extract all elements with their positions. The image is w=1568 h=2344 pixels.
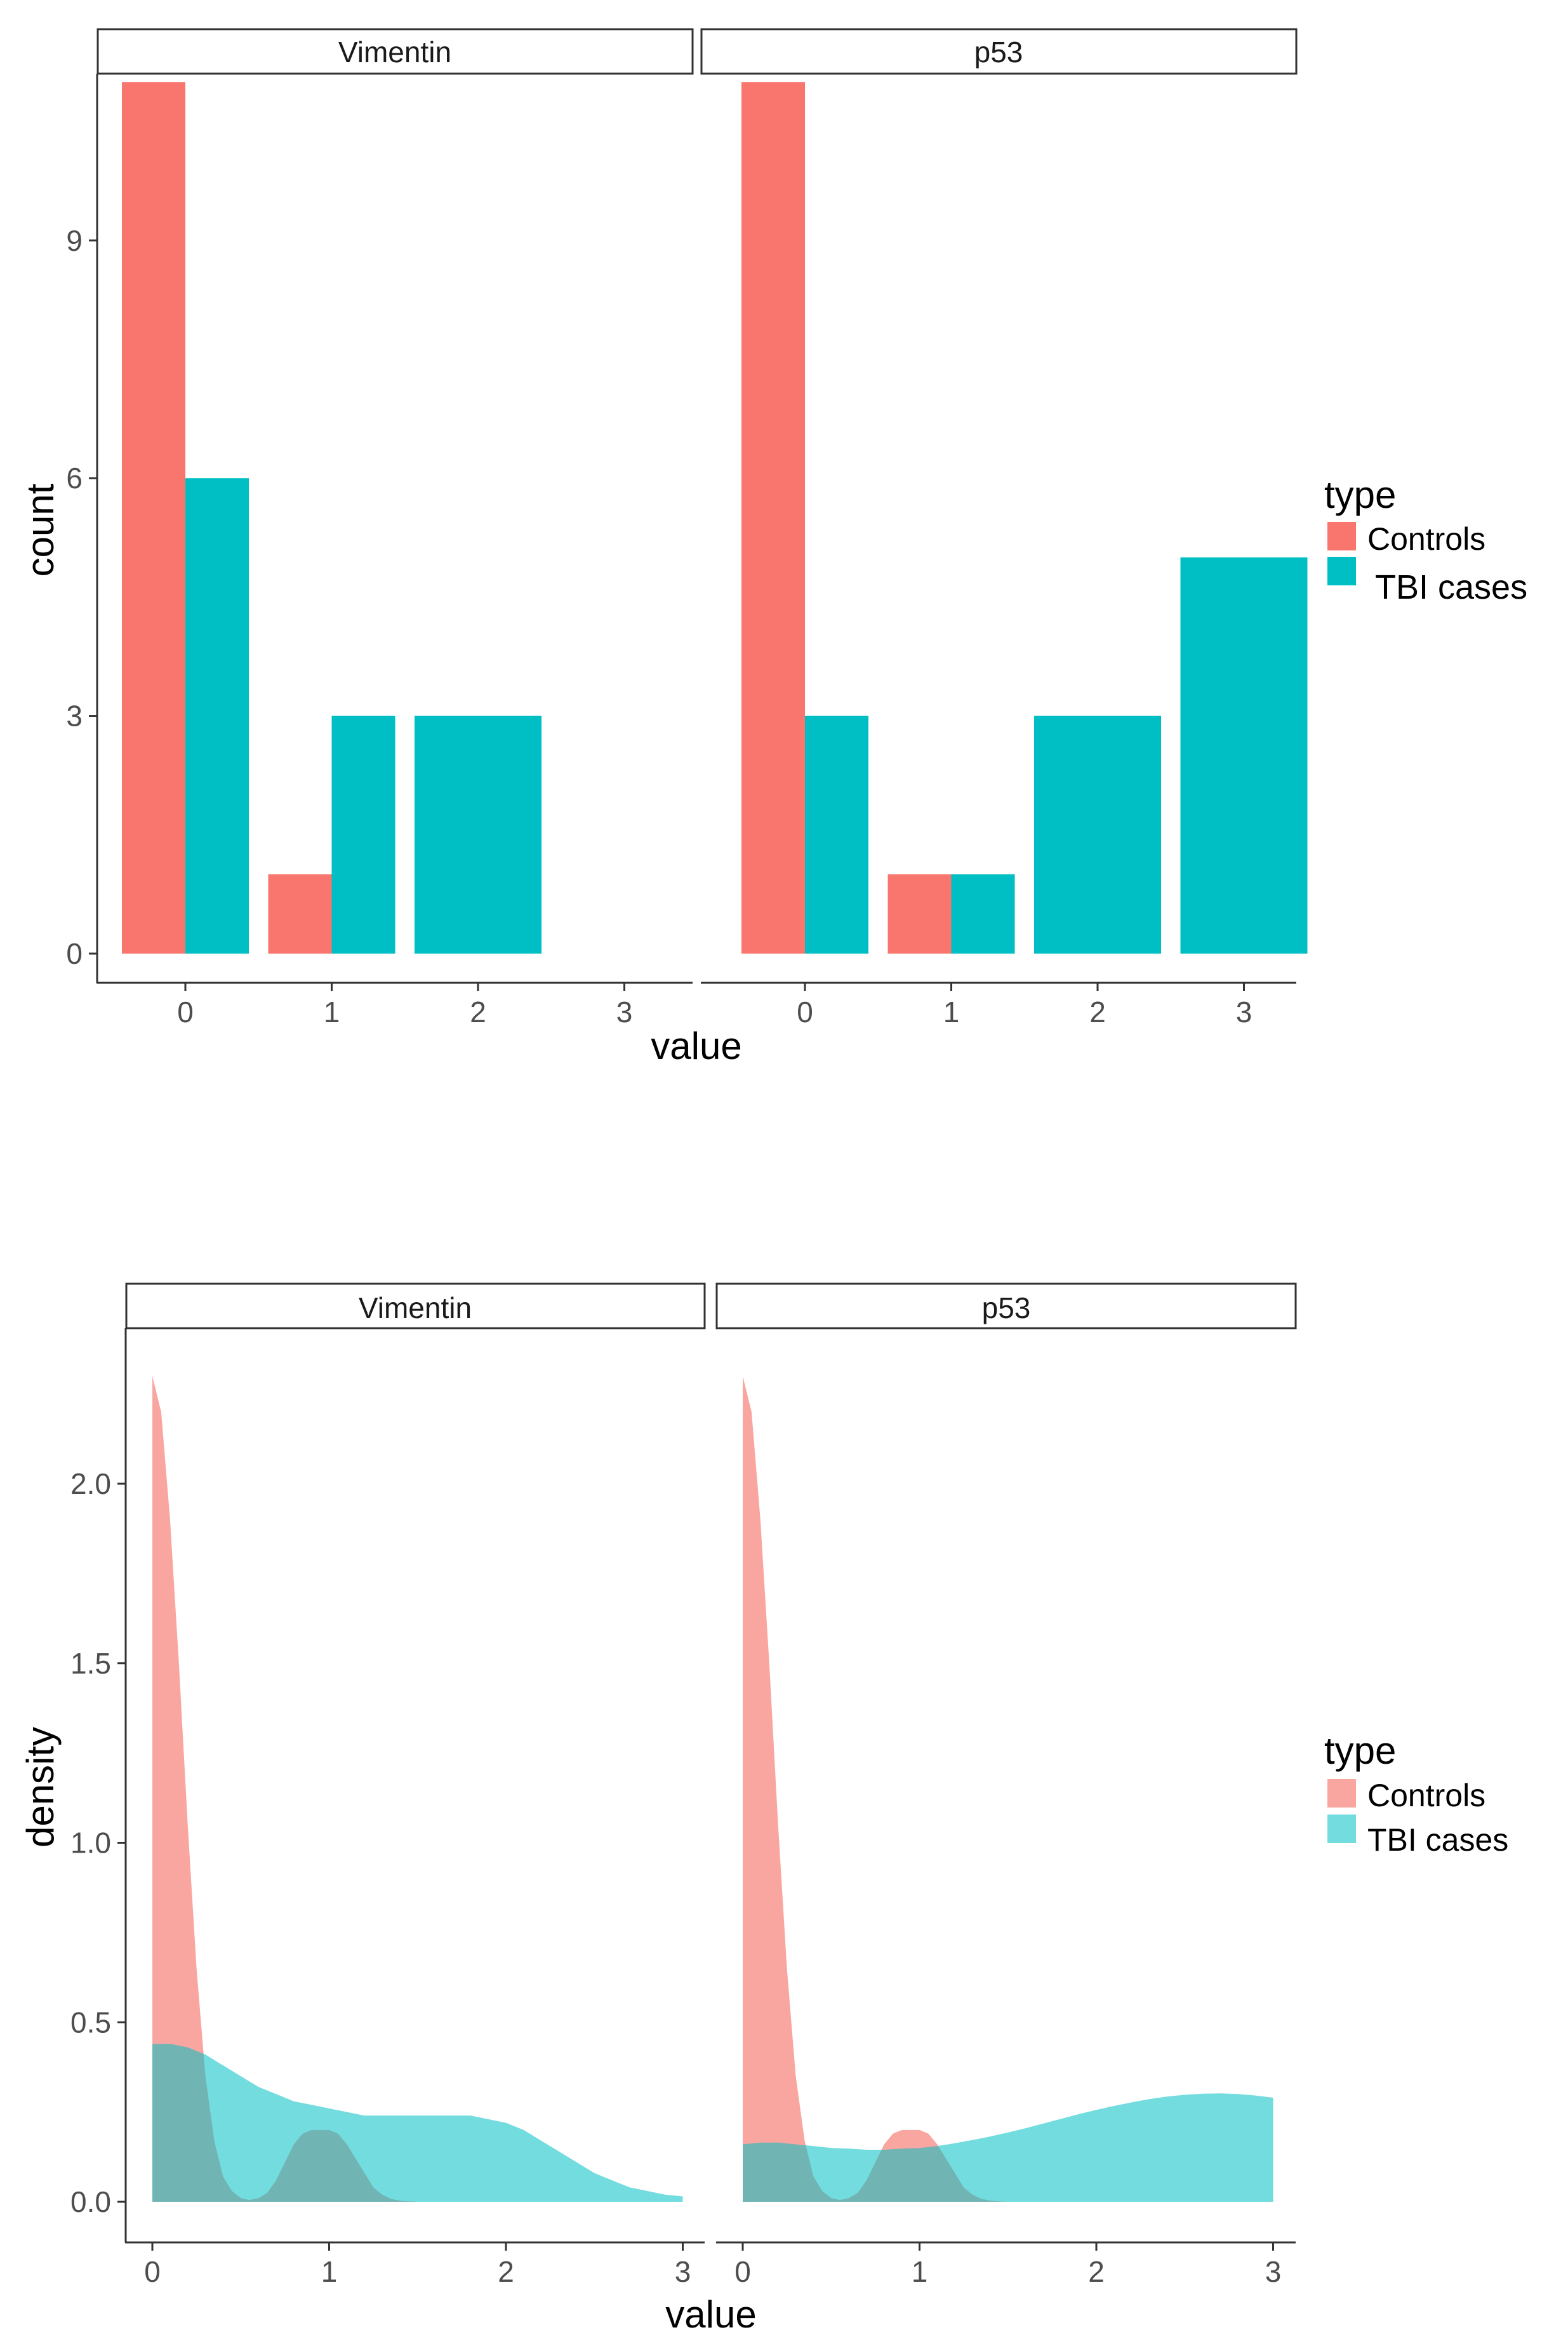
strip-box — [125, 1282, 706, 1329]
strip-vimentin: Vimentin — [125, 1282, 706, 1329]
y-tick-label: 2.0 — [70, 1467, 111, 1500]
density-chart: Vimentin p53 0.0 0.5 1.0 1.5 2.0 0 1 2 3 0 1 2 3 va… — [19, 1282, 1508, 2336]
x-tick-label: 1 — [324, 996, 340, 1029]
density-areas — [152, 1376, 1273, 2202]
strip-label: Vimentin — [359, 1291, 472, 1324]
y-tick-label: 0.5 — [70, 2006, 111, 2039]
x-tick-label: 3 — [675, 2255, 691, 2288]
bar-tbi-p53-0 — [805, 716, 868, 954]
strip-label: Vimentin — [338, 36, 451, 69]
legend-label-controls: Controls — [1367, 521, 1485, 557]
y-tick-label: 9 — [66, 224, 83, 257]
legend: type Controls TBI cases — [1324, 474, 1527, 606]
y-tick-label: 0 — [66, 937, 83, 970]
bars — [122, 82, 1308, 954]
bar-tbi-vimentin-1 — [331, 716, 395, 954]
x-axis-title: value — [651, 1025, 741, 1067]
density-tbi-vimentin — [152, 2044, 683, 2202]
legend-key-tbi — [1327, 1815, 1356, 1843]
legend-label-tbi: TBI cases — [1375, 568, 1527, 606]
legend-key-controls — [1327, 522, 1356, 550]
bar-controls-p53-0 — [741, 82, 805, 954]
legend-title: type — [1324, 474, 1396, 516]
count-chart: Vimentin p53 0 3 6 9 0 1 2 3 0 1 2 3 value count t… — [19, 28, 1527, 1067]
x-ticks: 0 1 2 3 0 1 2 3 — [144, 2242, 1281, 2288]
y-tick-label: 1.0 — [70, 1827, 111, 1860]
x-tick-label: 0 — [797, 996, 813, 1029]
strip-box — [96, 28, 694, 75]
y-tick-label: 1.5 — [70, 1647, 111, 1680]
strip-label: p53 — [982, 1291, 1031, 1324]
density-controls-p53 — [743, 1376, 1008, 2202]
y-tick-label: 0.0 — [70, 2185, 111, 2218]
strip-p53: p53 — [715, 1282, 1297, 1329]
bar-controls-vimentin-0 — [122, 82, 185, 954]
x-tick-label: 0 — [144, 2255, 161, 2288]
y-ticks: 0.0 0.5 1.0 1.5 2.0 — [70, 1467, 126, 2218]
legend: type Controls TBI cases — [1324, 1729, 1508, 1858]
x-tick-label: 0 — [734, 2255, 751, 2288]
x-tick-label: 2 — [1089, 996, 1106, 1029]
bar-tbi-vimentin-0 — [185, 478, 249, 954]
legend-title: type — [1324, 1729, 1396, 1772]
x-tick-label: 2 — [470, 996, 486, 1029]
x-ticks: 0 1 2 3 0 1 2 3 — [177, 983, 1252, 1029]
legend-key-tbi — [1327, 557, 1356, 585]
y-axis-title: density — [19, 1727, 62, 1848]
legend-key-controls — [1327, 1779, 1356, 1808]
bar-tbi-vimentin-2 — [415, 716, 541, 954]
strip-vimentin: Vimentin — [96, 28, 694, 75]
strip-label: p53 — [974, 36, 1023, 69]
legend-label-tbi: TBI cases — [1367, 1822, 1508, 1858]
strip-p53: p53 — [700, 28, 1298, 75]
x-tick-label: 3 — [1236, 996, 1252, 1029]
x-tick-label: 0 — [177, 996, 194, 1029]
x-tick-label: 1 — [943, 996, 960, 1029]
x-axis-title: value — [665, 2293, 756, 2336]
y-axis-title: count — [19, 483, 62, 576]
y-tick-label: 3 — [66, 700, 83, 733]
bar-tbi-p53-3 — [1180, 557, 1308, 954]
density-tbi-p53 — [743, 2093, 1273, 2202]
bar-controls-p53-1 — [887, 874, 952, 954]
strip-box — [715, 1282, 1297, 1329]
y-ticks: 0 3 6 9 — [66, 224, 97, 970]
x-tick-label: 1 — [912, 2255, 928, 2288]
strip-box — [700, 28, 1298, 75]
legend-label-controls: Controls — [1367, 1778, 1485, 1813]
x-tick-label: 2 — [498, 2255, 514, 2288]
y-tick-label: 6 — [66, 462, 83, 495]
x-tick-label: 2 — [1088, 2255, 1105, 2288]
bar-tbi-p53-1 — [951, 874, 1015, 954]
bar-controls-vimentin-1 — [268, 874, 332, 954]
x-tick-label: 3 — [616, 996, 633, 1029]
x-tick-label: 1 — [321, 2255, 338, 2288]
x-tick-label: 3 — [1265, 2255, 1282, 2288]
bar-tbi-p53-2 — [1034, 716, 1161, 954]
